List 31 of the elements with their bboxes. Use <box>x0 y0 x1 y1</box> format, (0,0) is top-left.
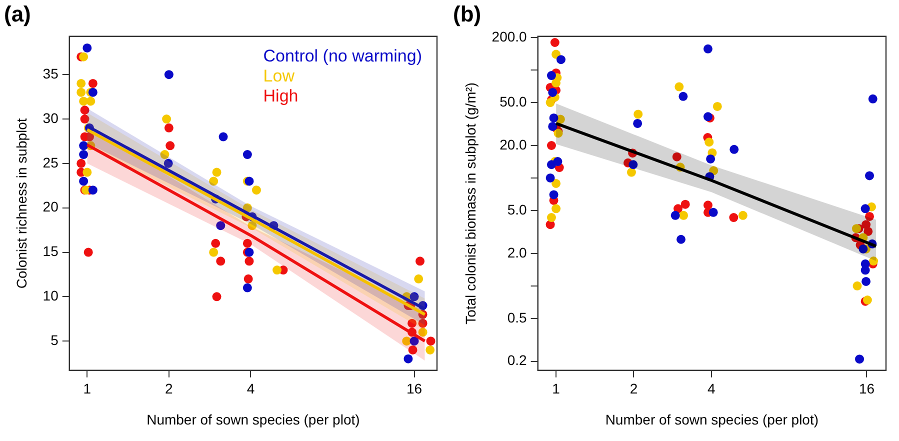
x-tick-label: 16 <box>858 380 875 397</box>
x-tick-label: 1 <box>83 380 92 397</box>
y-tick-label: 20 <box>42 198 59 215</box>
y-tick-label: 15 <box>42 243 59 260</box>
x-tick-label: 2 <box>630 380 638 397</box>
x-axis-title: Number of sown species (per plot) <box>605 411 819 428</box>
y-tick-label: 10 <box>42 288 59 304</box>
y-tick-label: 0.5 <box>507 309 528 326</box>
y-tick-label: 5 <box>50 332 59 348</box>
x-tick-label: 16 <box>406 380 422 397</box>
y-tick-label: 0.2 <box>507 352 528 368</box>
x-tick-label: 4 <box>246 380 255 397</box>
y-tick-label: 2.0 <box>507 244 528 260</box>
x-tick-label: 4 <box>707 380 716 397</box>
y-tick-label: 5.0 <box>507 201 528 218</box>
chart-title: (a) <box>4 1 31 26</box>
text: Low <box>263 66 296 86</box>
x-axis-title: Number of sown species (per plot) <box>146 411 360 428</box>
text: Control (no warming) <box>263 46 422 66</box>
x-tick-label: 1 <box>552 380 560 397</box>
y-tick-label: 25 <box>42 154 59 170</box>
chart-title: (b) <box>453 1 482 26</box>
y-tick-label: 30 <box>42 110 59 126</box>
y-axis-title: Colonist richness in subplot <box>13 118 30 289</box>
y-tick-label: 50.0 <box>500 93 528 110</box>
text: High <box>263 86 298 106</box>
y-tick-label: 35 <box>42 65 59 82</box>
x-tick-label: 2 <box>165 380 174 397</box>
y-tick-label: 200.0 <box>492 28 528 44</box>
y-axis-title: Total colonist biomass in subplot (g/m²) <box>462 82 478 324</box>
y-tick-label: 20.0 <box>500 136 528 152</box>
